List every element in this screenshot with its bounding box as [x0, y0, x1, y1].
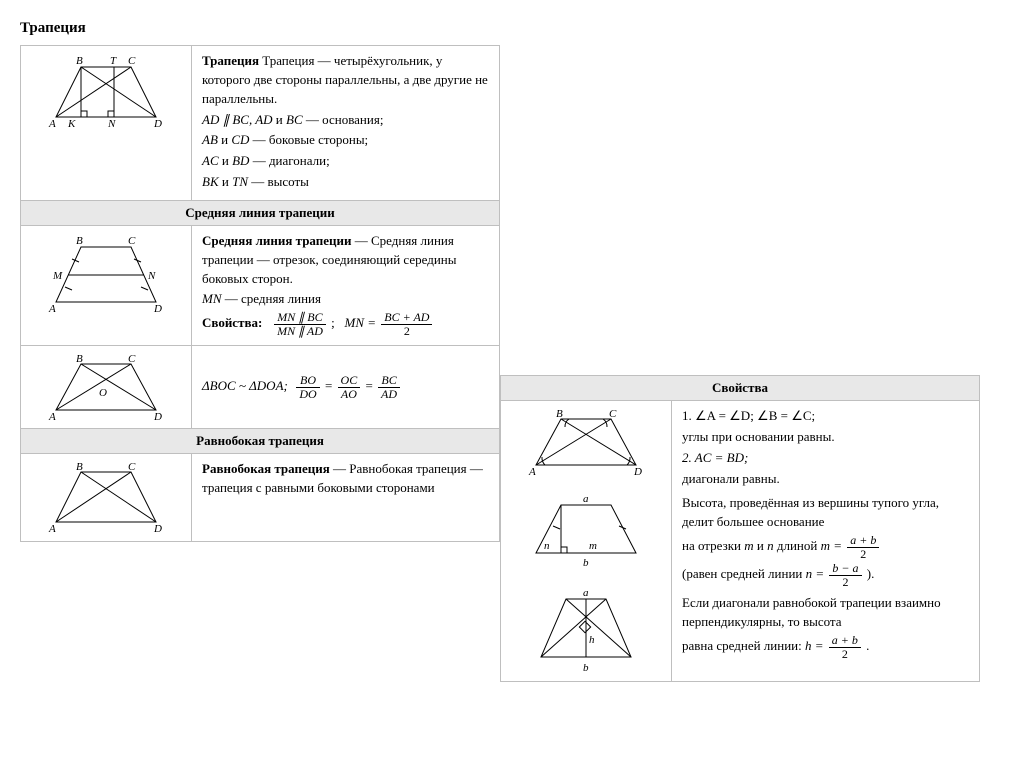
frac-mn: BC + AD2 — [381, 311, 432, 337]
svg-text:B: B — [76, 55, 83, 67]
svg-text:M: M — [52, 270, 63, 282]
svg-text:A: A — [528, 466, 536, 477]
svg-text:A: A — [48, 303, 56, 315]
svg-text:a: a — [583, 587, 589, 599]
text-midline: Средняя линия трапеции — Средняя линия т… — [192, 225, 500, 346]
svg-text:O: O — [99, 387, 107, 399]
svg-text:h: h — [589, 634, 595, 646]
header-properties: Свойства — [501, 376, 980, 401]
text-isosceles: Равнобокая трапеция — Равнобокая трапеци… — [192, 454, 500, 542]
svg-text:N: N — [107, 118, 116, 130]
svg-text:D: D — [153, 118, 162, 130]
svg-text:B: B — [556, 408, 563, 420]
row-properties: B C A D a n m b — [501, 401, 980, 682]
svg-text:a: a — [583, 493, 589, 505]
diagram-trapezoid-heights: B T C A K N D — [21, 46, 192, 201]
right-table: Свойства B C A D — [500, 375, 980, 682]
svg-text:D: D — [153, 411, 162, 422]
svg-text:T: T — [110, 55, 117, 67]
svg-text:A: A — [48, 411, 56, 422]
text-properties: 1. ∠A = ∠D; ∠B = ∠C; углы при основании … — [672, 401, 980, 682]
svg-text:C: C — [128, 235, 136, 247]
svg-text:D: D — [153, 523, 162, 535]
svg-text:D: D — [153, 303, 162, 315]
svg-text:b: b — [583, 557, 589, 569]
svg-text:b: b — [583, 662, 589, 674]
columns: B T C A K N D Трапеция Трапеция — четырё… — [20, 45, 1004, 682]
row-definition: B T C A K N D Трапеция Трапеция — четырё… — [21, 46, 500, 201]
svg-text:B: B — [76, 353, 83, 365]
diagram-properties: B C A D a n m b — [501, 401, 672, 682]
svg-text:C: C — [128, 353, 136, 365]
svg-text:A: A — [48, 118, 56, 130]
diagram-midline: B C M N A D — [21, 225, 192, 346]
text-definition: Трапеция Трапеция — четырёхугольник, у к… — [192, 46, 500, 201]
svg-text:m: m — [589, 540, 597, 552]
svg-text:C: C — [609, 408, 617, 420]
svg-text:A: A — [48, 523, 56, 535]
left-column: B T C A K N D Трапеция Трапеция — четырё… — [20, 45, 500, 542]
svg-text:C: C — [128, 461, 136, 473]
left-table: B T C A K N D Трапеция Трапеция — четырё… — [20, 45, 500, 542]
text-similar: ΔBOC ~ ΔDOA; BODO = OCAO = BCAD — [192, 346, 500, 429]
header-isosceles: Равнобокая трапеция — [21, 429, 500, 454]
svg-text:K: K — [67, 118, 76, 130]
svg-text:N: N — [147, 270, 156, 282]
svg-text:D: D — [633, 466, 642, 477]
svg-text:B: B — [76, 461, 83, 473]
row-midline: B C M N A D Средняя линия трапеции — Сре… — [21, 225, 500, 346]
page-title: Трапеция — [20, 20, 1004, 37]
svg-text:n: n — [544, 540, 550, 552]
row-similar: B C O A D ΔBOC ~ ΔDOA; BODO = OCAO = BCA… — [21, 346, 500, 429]
svg-text:C: C — [128, 55, 136, 67]
diagram-isosceles: B C A D — [21, 454, 192, 542]
frac-parallel: MN ∥ BCMN ∥ AD — [274, 311, 326, 337]
right-column: Свойства B C A D — [500, 375, 980, 682]
svg-text:B: B — [76, 235, 83, 247]
row-isosceles: B C A D Равнобокая трапеция — Равнобокая… — [21, 454, 500, 542]
header-midline: Средняя линия трапеции — [21, 200, 500, 225]
diagram-diagonals: B C O A D — [21, 346, 192, 429]
